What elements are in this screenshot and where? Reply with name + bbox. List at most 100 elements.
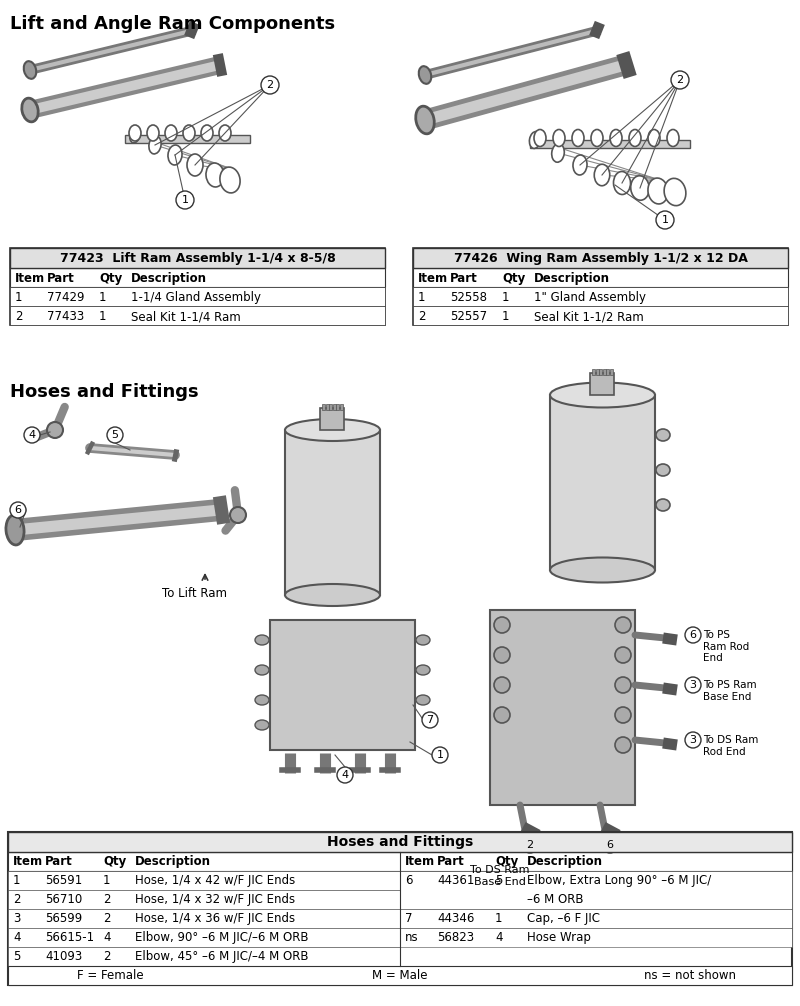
Ellipse shape — [648, 130, 660, 147]
Bar — [413, 287, 788, 306]
Text: Qty: Qty — [103, 855, 126, 868]
Text: 2: 2 — [13, 893, 21, 906]
Circle shape — [522, 837, 538, 853]
Ellipse shape — [572, 130, 584, 147]
Ellipse shape — [629, 130, 641, 147]
Ellipse shape — [656, 464, 670, 476]
Bar — [326, 404, 329, 410]
Ellipse shape — [416, 695, 430, 705]
Ellipse shape — [552, 144, 564, 162]
Bar — [8, 871, 400, 890]
Bar — [595, 369, 598, 375]
Circle shape — [615, 647, 631, 663]
Circle shape — [615, 707, 631, 723]
Ellipse shape — [6, 515, 24, 545]
Text: Qty: Qty — [502, 272, 526, 285]
Bar — [8, 832, 792, 985]
Ellipse shape — [219, 125, 231, 141]
Bar — [413, 268, 788, 287]
Text: Elbow, 90° –6 M JIC/–6 M ORB: Elbow, 90° –6 M JIC/–6 M ORB — [135, 931, 309, 944]
Text: Seal Kit 1-1/2 Ram: Seal Kit 1-1/2 Ram — [534, 310, 644, 323]
Text: 2: 2 — [418, 310, 426, 323]
Text: 1: 1 — [502, 291, 510, 304]
Bar — [8, 832, 792, 852]
Text: Lift and Angle Ram Components: Lift and Angle Ram Components — [10, 15, 335, 33]
Ellipse shape — [255, 695, 269, 705]
Ellipse shape — [664, 178, 686, 205]
Text: Part: Part — [450, 272, 478, 285]
Text: 7: 7 — [426, 715, 434, 725]
Text: 1: 1 — [103, 874, 110, 887]
Text: 3: 3 — [690, 680, 697, 690]
Circle shape — [494, 647, 510, 663]
Circle shape — [494, 677, 510, 693]
Text: Description: Description — [534, 272, 610, 285]
Text: 4: 4 — [342, 770, 349, 780]
Text: 56599: 56599 — [45, 912, 82, 925]
Text: 4: 4 — [103, 931, 110, 944]
Circle shape — [24, 427, 40, 443]
Circle shape — [656, 211, 674, 229]
Bar — [329, 404, 332, 410]
Text: Part: Part — [47, 272, 74, 285]
Text: 77426  Wing Ram Assembly 1-1/2 x 12 DA: 77426 Wing Ram Assembly 1-1/2 x 12 DA — [454, 252, 747, 265]
Ellipse shape — [550, 557, 655, 582]
Ellipse shape — [573, 155, 587, 175]
Text: Description: Description — [135, 855, 211, 868]
Text: To Lift Ram: To Lift Ram — [162, 586, 227, 600]
Text: Hose, 1/4 x 32 w/F JIC Ends: Hose, 1/4 x 32 w/F JIC Ends — [135, 893, 295, 906]
Ellipse shape — [550, 382, 655, 407]
Text: 56615-1: 56615-1 — [45, 931, 94, 944]
Text: 1: 1 — [495, 912, 502, 925]
Bar — [490, 610, 635, 805]
Text: 1: 1 — [662, 215, 669, 225]
Text: 77423  Lift Ram Assembly 1-1/4 x 8-5/8: 77423 Lift Ram Assembly 1-1/4 x 8-5/8 — [60, 252, 335, 265]
Text: 1: 1 — [13, 874, 21, 887]
Text: 4: 4 — [13, 931, 21, 944]
Text: 2: 2 — [266, 80, 274, 90]
Text: Item: Item — [405, 855, 435, 868]
Text: 1: 1 — [182, 195, 189, 205]
Circle shape — [261, 76, 279, 94]
Ellipse shape — [220, 167, 240, 193]
Text: Elbow, 45° –6 M JIC/–4 M ORB: Elbow, 45° –6 M JIC/–4 M ORB — [135, 950, 309, 963]
Text: –6 M ORB: –6 M ORB — [527, 893, 583, 906]
Text: 2: 2 — [103, 893, 110, 906]
Text: 1: 1 — [15, 291, 22, 304]
Bar — [400, 909, 792, 928]
Text: 1: 1 — [99, 310, 106, 323]
Text: To DS Ram
Rod End: To DS Ram Rod End — [703, 735, 758, 757]
Ellipse shape — [648, 178, 668, 204]
Ellipse shape — [530, 132, 541, 149]
Text: Item: Item — [15, 272, 45, 285]
Ellipse shape — [418, 66, 431, 83]
Text: Qty: Qty — [495, 855, 518, 868]
Ellipse shape — [416, 635, 430, 645]
Text: Item: Item — [418, 272, 448, 285]
Text: 5: 5 — [111, 430, 118, 440]
Text: ns = not shown: ns = not shown — [644, 969, 736, 982]
Text: F = Female: F = Female — [77, 969, 143, 982]
Text: 77433: 77433 — [47, 310, 84, 323]
Bar — [8, 928, 400, 947]
Ellipse shape — [183, 125, 195, 141]
Bar — [530, 140, 690, 148]
Circle shape — [615, 617, 631, 633]
Circle shape — [176, 191, 194, 209]
Circle shape — [494, 707, 510, 723]
Bar — [602, 369, 606, 375]
Ellipse shape — [285, 584, 380, 606]
Text: 4: 4 — [29, 430, 35, 440]
Ellipse shape — [165, 125, 177, 141]
Ellipse shape — [187, 154, 203, 176]
Text: Seal Kit 1-1/4 Ram: Seal Kit 1-1/4 Ram — [131, 310, 241, 323]
Ellipse shape — [553, 130, 565, 147]
Bar — [606, 369, 609, 375]
Circle shape — [107, 427, 123, 443]
Ellipse shape — [255, 720, 269, 730]
Circle shape — [432, 747, 448, 763]
Bar — [413, 248, 788, 268]
Text: 6: 6 — [14, 505, 22, 515]
Bar — [270, 620, 415, 750]
Text: ns: ns — [405, 931, 418, 944]
